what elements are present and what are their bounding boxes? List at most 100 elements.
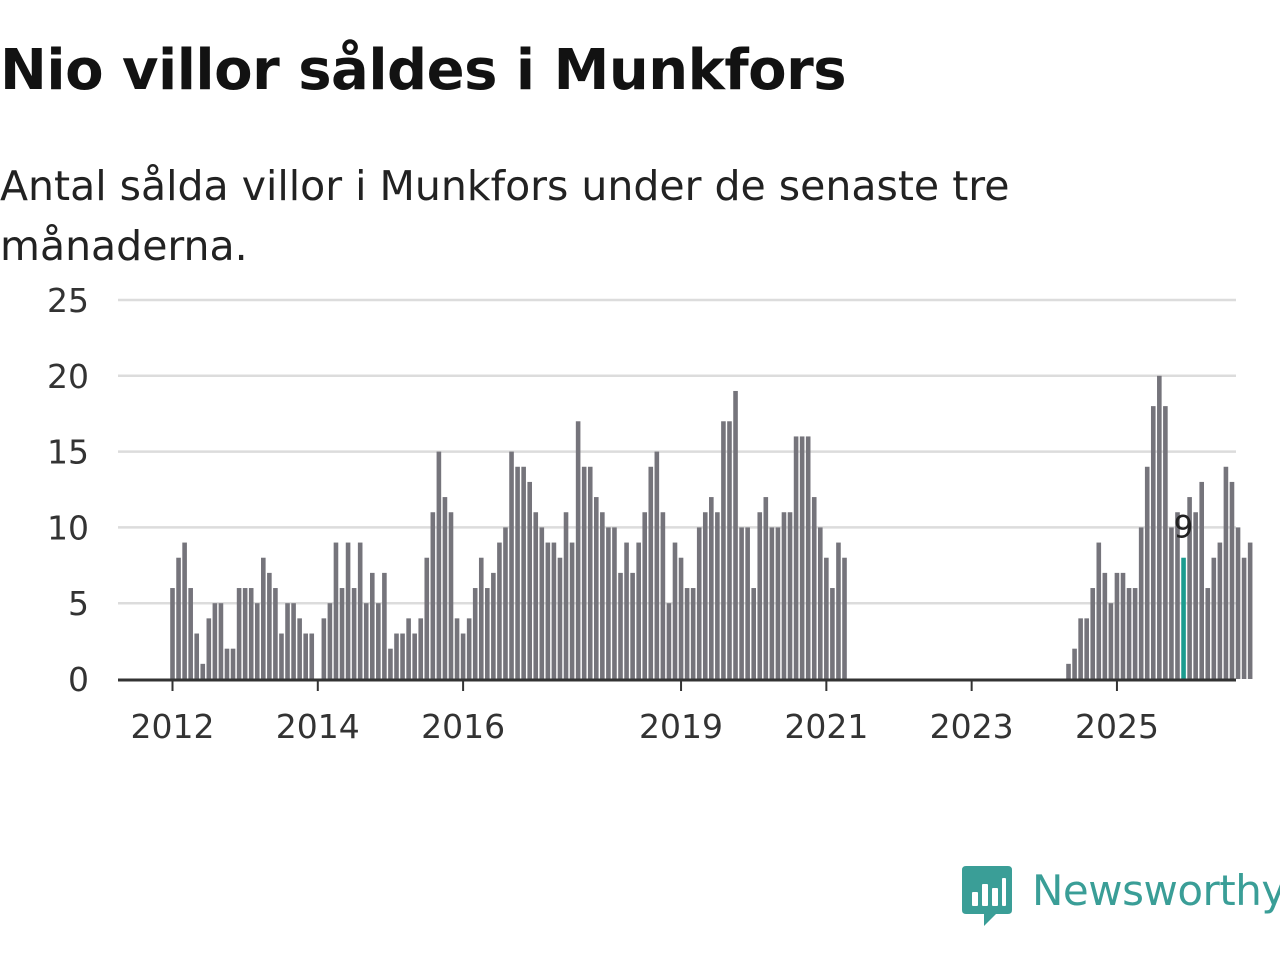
bar xyxy=(624,542,629,679)
newsworthy-wordmark: Newsworthy xyxy=(1032,866,1280,915)
bar xyxy=(345,542,351,679)
bar xyxy=(333,542,339,679)
bar xyxy=(666,603,672,679)
bar xyxy=(1096,542,1102,679)
bar xyxy=(460,633,466,679)
bar xyxy=(279,633,284,679)
bar xyxy=(763,497,769,679)
bar xyxy=(842,557,847,679)
bar xyxy=(170,588,175,679)
bar xyxy=(357,542,363,679)
bar xyxy=(715,512,720,679)
bar xyxy=(696,527,702,679)
chart-subtitle: Antal sålda villor i Munkfors under de s… xyxy=(0,162,1010,270)
bar xyxy=(224,648,230,679)
bar xyxy=(1120,572,1126,679)
highlight-bar xyxy=(1181,557,1186,679)
x-tick-label: 2023 xyxy=(930,707,1014,746)
highlight-value-label: 9 xyxy=(1174,510,1194,546)
bars xyxy=(170,375,1253,679)
x-axis-labels: 2012 2014 2016 2019 2021 2023 2025 xyxy=(131,707,1159,746)
bar xyxy=(242,588,248,679)
bar xyxy=(1084,618,1089,679)
bar xyxy=(267,572,272,679)
bar xyxy=(369,572,375,679)
chart-title: Nio villor såldes i Munkfors xyxy=(0,38,847,103)
bar xyxy=(811,497,817,679)
bar xyxy=(418,618,424,679)
bar xyxy=(1211,557,1217,679)
y-tick-label: 0 xyxy=(68,660,89,699)
bar xyxy=(1175,512,1180,679)
bar xyxy=(442,497,448,679)
y-tick-label: 10 xyxy=(47,508,89,547)
bar xyxy=(454,618,460,679)
bar xyxy=(1241,557,1247,679)
bar xyxy=(339,588,345,679)
bar xyxy=(321,618,327,679)
bar xyxy=(581,466,587,679)
x-tick-label: 2019 xyxy=(639,707,723,746)
bar xyxy=(424,557,430,679)
bar xyxy=(376,603,381,679)
bar xyxy=(212,603,218,679)
bar xyxy=(830,588,835,679)
bar xyxy=(1205,588,1211,679)
bar xyxy=(1108,603,1114,679)
bar xyxy=(1199,481,1205,679)
bar xyxy=(1235,527,1241,679)
x-axis xyxy=(118,678,1236,691)
bar xyxy=(194,633,200,679)
bar xyxy=(515,466,520,679)
bar xyxy=(781,512,787,679)
bar xyxy=(690,588,696,679)
x-tick-label: 2014 xyxy=(276,707,360,746)
bar xyxy=(539,527,545,679)
bar xyxy=(351,588,357,679)
bar xyxy=(751,588,756,679)
bar xyxy=(642,512,648,679)
bar xyxy=(769,527,775,679)
bar xyxy=(702,512,708,679)
bar xyxy=(309,633,315,679)
bar xyxy=(1217,542,1223,679)
bar xyxy=(466,618,472,679)
bar xyxy=(1072,648,1077,679)
bar xyxy=(1102,572,1108,679)
bar xyxy=(491,572,496,679)
bar xyxy=(545,542,551,679)
y-axis-labels: 0 5 10 15 20 25 xyxy=(47,281,89,699)
bar xyxy=(557,557,563,679)
bar xyxy=(188,588,193,679)
bar xyxy=(176,557,181,679)
bar xyxy=(709,497,714,679)
bar xyxy=(1169,527,1174,679)
bar xyxy=(660,512,666,679)
bar xyxy=(509,451,514,679)
y-tick-label: 15 xyxy=(47,433,89,472)
bar xyxy=(1066,663,1071,679)
bar xyxy=(497,542,502,679)
bar xyxy=(1132,588,1138,679)
bar xyxy=(817,527,823,679)
bar xyxy=(733,390,738,679)
bar xyxy=(1163,406,1168,679)
bar xyxy=(521,466,526,679)
x-tick-label: 2025 xyxy=(1075,707,1159,746)
bar xyxy=(182,542,187,679)
bar xyxy=(575,421,581,679)
bar xyxy=(1126,588,1132,679)
bar xyxy=(618,572,623,679)
y-tick-label: 5 xyxy=(68,584,89,623)
bar xyxy=(1193,512,1198,679)
newsworthy-logo-icon xyxy=(962,866,1012,926)
bar xyxy=(654,451,660,679)
bar xyxy=(394,633,399,679)
newsworthy-logo: Newsworthy xyxy=(962,864,1280,928)
bar xyxy=(1144,466,1150,679)
y-tick-label: 25 xyxy=(47,281,89,320)
bar xyxy=(1247,542,1253,679)
bar xyxy=(1150,406,1156,679)
bar xyxy=(218,603,224,679)
